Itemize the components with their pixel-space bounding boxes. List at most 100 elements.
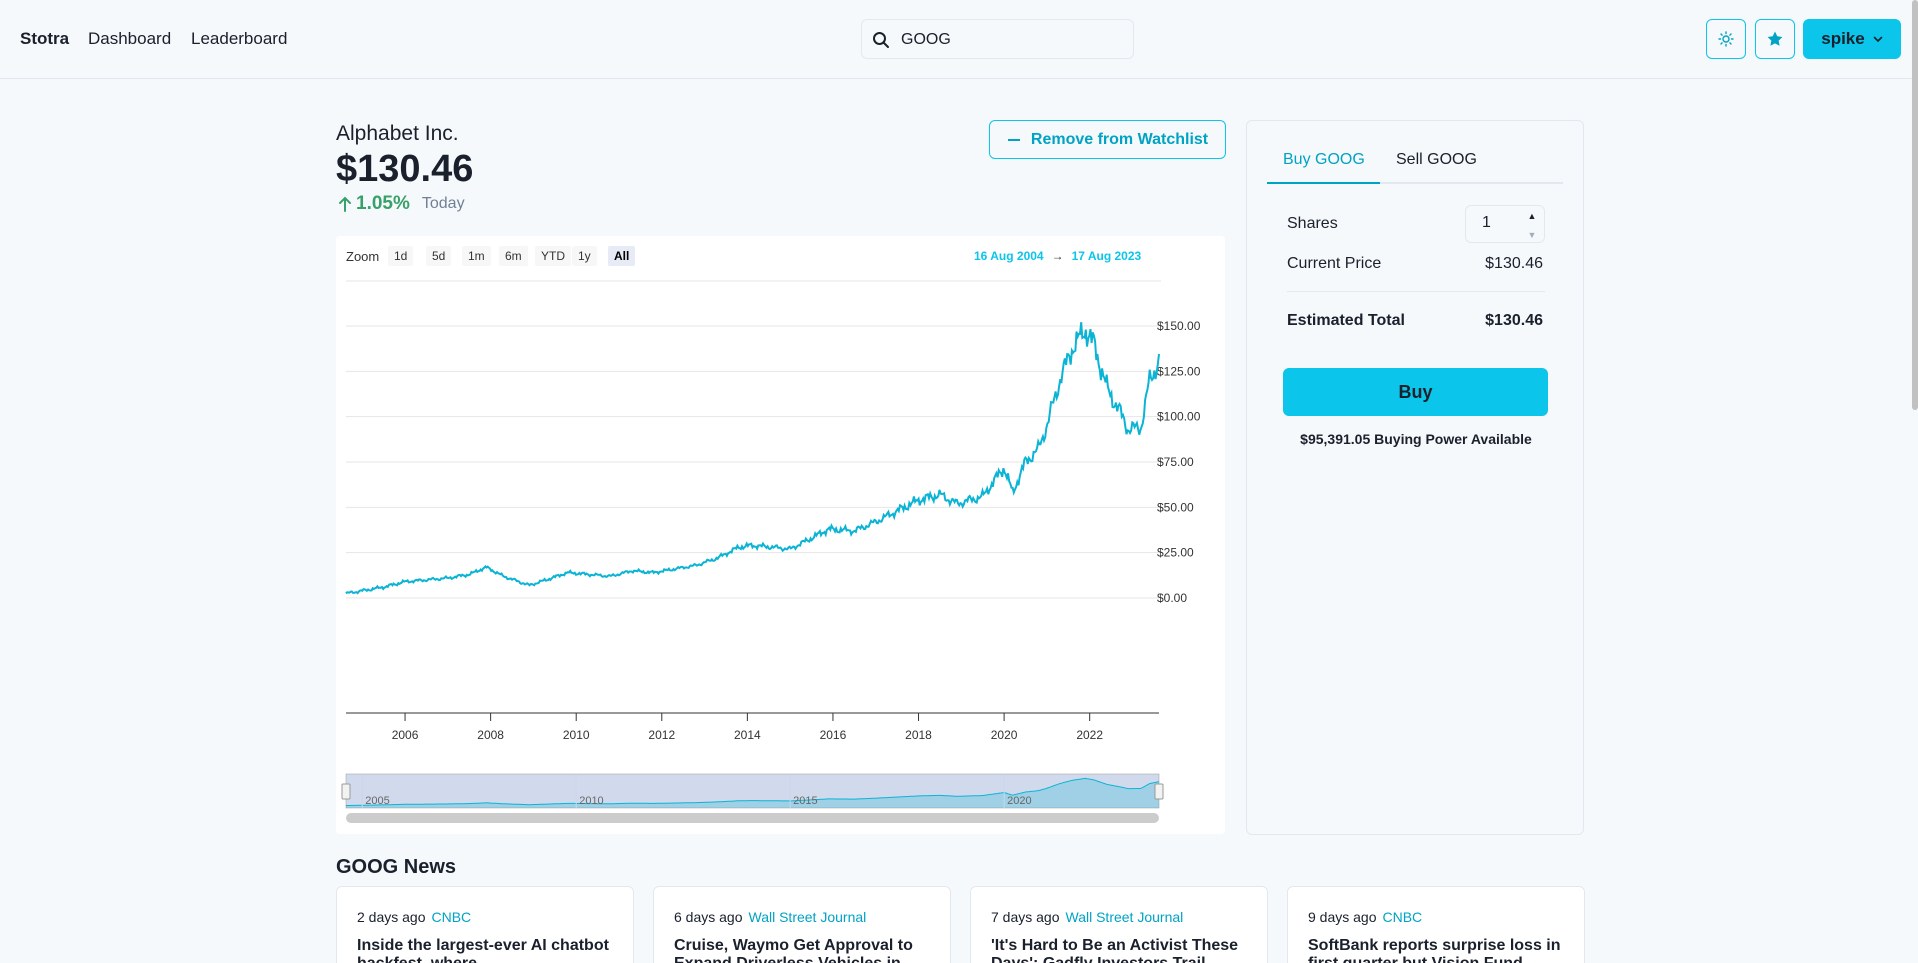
zoom-1d-button[interactable]: 1d <box>388 246 414 266</box>
tab-buy[interactable]: Buy GOOG <box>1283 151 1365 168</box>
search-icon <box>873 32 889 48</box>
navigator-tick-label: 2020 <box>1007 795 1031 807</box>
date-range: 16 Aug 2004 → 17 Aug 2023 <box>974 249 1141 263</box>
sun-icon <box>1718 31 1734 47</box>
x-tick-label: 2016 <box>820 728 847 742</box>
buying-power: $95,391.05 Buying Power Available <box>1300 431 1532 447</box>
theme-toggle-button[interactable] <box>1706 19 1746 59</box>
range-to[interactable]: 17 Aug 2023 <box>1071 249 1142 263</box>
x-tick-label: 2014 <box>734 728 761 742</box>
navigator-tick-label: 2015 <box>793 795 817 807</box>
news-headline[interactable]: Cruise, Waymo Get Approval to Expand Dri… <box>674 937 913 963</box>
zoom-all-button[interactable]: All <box>608 246 636 266</box>
x-tick-label: 2006 <box>392 728 419 742</box>
search-input[interactable] <box>901 28 1121 52</box>
navigator-handle-right[interactable] <box>1154 783 1164 800</box>
buy-button[interactable]: Buy <box>1283 368 1548 416</box>
chevron-down-icon <box>1873 36 1883 43</box>
news-section-title: GOOG News <box>336 856 457 878</box>
y-tick-label: $0.00 <box>1157 591 1187 605</box>
navigator-handle-left[interactable] <box>341 783 351 800</box>
news-card[interactable]: 9 days ago CNBC SoftBank reports surprise… <box>1287 886 1585 963</box>
watchlist-label: Remove from Watchlist <box>1030 130 1209 148</box>
news-card[interactable]: 2 days ago CNBC Inside the largest-ever A… <box>336 886 634 963</box>
navigator-series-line <box>346 777 1160 806</box>
user-name: spike <box>1821 29 1865 48</box>
estimated-total-label: Estimated Total <box>1287 312 1405 329</box>
navigator-scrollbar[interactable] <box>346 813 1159 823</box>
zoom-label: Zoom <box>346 249 380 264</box>
y-tick-label: $25.00 <box>1157 546 1194 560</box>
news-headline[interactable]: Inside the largest-ever AI chatbot hackf… <box>357 937 609 963</box>
trade-panel: Buy GOOG Sell GOOG Shares ▲ ▼ Current Pr… <box>1246 120 1584 835</box>
chart-canvas[interactable]: $0.00 $25.00 $50.00 $75.00 $100.00 $125.00 $15… <box>336 236 1225 834</box>
news-card[interactable]: 7 days ago Wall Street Journal 'It's Hard… <box>970 886 1268 963</box>
page-scrollbar[interactable] <box>1912 0 1918 410</box>
news-headline[interactable]: 'It's Hard to Be an Activist These Days'… <box>991 937 1239 963</box>
tab-active-indicator <box>1267 182 1380 184</box>
change-period: Today <box>421 195 465 212</box>
zoom-1y-button[interactable]: 1y <box>572 246 597 266</box>
news-source[interactable]: Wall Street Journal <box>1065 909 1184 925</box>
estimated-total-value: $130.46 <box>1485 312 1543 329</box>
range-arrow: → <box>1051 249 1064 263</box>
news-age: 9 days ago <box>1308 909 1377 925</box>
x-tick-label: 2020 <box>991 728 1018 742</box>
news-meta: 6 days ago Wall Street Journal <box>674 909 866 925</box>
news-age: 6 days ago <box>674 909 743 925</box>
range-from[interactable]: 16 Aug 2004 <box>974 249 1044 263</box>
increment-button[interactable]: ▲ <box>1527 210 1537 221</box>
search-box <box>861 19 1134 59</box>
zoom-5d-button[interactable]: 5d <box>426 246 452 266</box>
nav-link-dashboard[interactable]: Dashboard <box>88 29 172 48</box>
navigator-window <box>345 773 1160 809</box>
news-source[interactable]: CNBC <box>1382 909 1423 925</box>
decrement-button[interactable]: ▼ <box>1527 229 1537 240</box>
remove-from-watchlist-button[interactable]: Remove from Watchlist <box>989 120 1226 159</box>
price-change: 1.05% Today <box>338 193 465 215</box>
navigator-area <box>346 778 1159 808</box>
price-chart: Zoom 1d 5d 1m 6m YTD 1y All 16 Aug 2004 … <box>336 236 1225 834</box>
zoom-ytd-button[interactable]: YTD <box>535 246 571 266</box>
current-price-value: $130.46 <box>1485 255 1543 272</box>
star-icon <box>1767 31 1783 46</box>
navbar: Stotra Dashboard Leaderboard spike <box>0 0 1918 79</box>
news-headline[interactable]: SoftBank reports surprise loss in first … <box>1308 937 1561 963</box>
tab-sell[interactable]: Sell GOOG <box>1396 151 1477 168</box>
current-price-label: Current Price <box>1287 255 1382 272</box>
news-meta: 2 days ago CNBC <box>357 909 471 925</box>
x-tick-label: 2018 <box>905 728 932 742</box>
nav-link-leaderboard[interactable]: Leaderboard <box>191 29 288 48</box>
news-card[interactable]: 6 days ago Wall Street Journal Cruise, Wa… <box>653 886 951 963</box>
x-tick-label: 2022 <box>1076 728 1103 742</box>
y-tick-label: $125.00 <box>1157 364 1201 378</box>
y-tick-label: $150.00 <box>1157 319 1201 333</box>
watchlist-button[interactable] <box>1755 19 1795 59</box>
stepper-controls: ▲ ▼ <box>1520 206 1544 244</box>
y-tick-label: $100.00 <box>1157 410 1201 424</box>
news-source[interactable]: Wall Street Journal <box>748 909 867 925</box>
zoom-6m-button[interactable]: 6m <box>499 246 528 266</box>
user-menu-button[interactable]: spike <box>1803 19 1901 59</box>
navigator-tick-label: 2005 <box>365 795 389 807</box>
news-age: 7 days ago <box>991 909 1060 925</box>
news-meta: 9 days ago CNBC <box>1308 909 1422 925</box>
stock-price: $130.46 <box>336 148 474 190</box>
y-tick-label: $75.00 <box>1157 455 1194 469</box>
shares-label: Shares <box>1287 215 1338 232</box>
tab-divider <box>1267 182 1563 184</box>
price-series-line <box>345 322 1160 595</box>
zoom-1m-button[interactable]: 1m <box>462 246 491 266</box>
company-name: Alphabet Inc. <box>336 122 459 145</box>
shares-stepper: ▲ ▼ <box>1465 205 1545 243</box>
x-tick-label: 2010 <box>563 728 590 742</box>
y-tick-label: $50.00 <box>1157 500 1194 514</box>
shares-input[interactable] <box>1482 214 1522 232</box>
change-percent: 1.05% <box>356 193 410 214</box>
news-source[interactable]: CNBC <box>431 909 472 925</box>
news-meta: 7 days ago Wall Street Journal <box>991 909 1183 925</box>
news-age: 2 days ago <box>357 909 426 925</box>
x-tick-label: 2008 <box>477 728 504 742</box>
divider <box>1287 291 1545 292</box>
brand-logo[interactable]: Stotra <box>20 29 70 48</box>
